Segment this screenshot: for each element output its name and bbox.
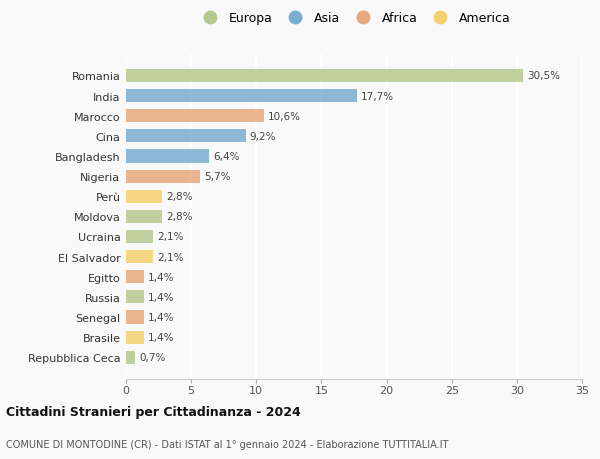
Text: Cittadini Stranieri per Cittadinanza - 2024: Cittadini Stranieri per Cittadinanza - 2… (6, 405, 301, 419)
Bar (126, 150, 209, 163)
Bar (126, 130, 246, 143)
Text: 6,4%: 6,4% (213, 151, 240, 162)
Text: 2,8%: 2,8% (166, 212, 193, 222)
Text: 17,7%: 17,7% (361, 91, 394, 101)
Text: 1,4%: 1,4% (148, 292, 175, 302)
Bar (126, 90, 356, 103)
Text: 10,6%: 10,6% (268, 112, 301, 122)
Bar (126, 190, 163, 203)
Bar (126, 251, 154, 263)
Legend: Europa, Asia, Africa, America: Europa, Asia, Africa, America (195, 10, 513, 28)
Text: 1,4%: 1,4% (148, 332, 175, 342)
Bar (126, 110, 264, 123)
Bar (126, 311, 144, 324)
Bar (126, 331, 144, 344)
Text: 30,5%: 30,5% (527, 71, 560, 81)
Text: 0,7%: 0,7% (139, 353, 166, 363)
Bar (126, 170, 200, 183)
Text: 1,4%: 1,4% (148, 312, 175, 322)
Text: 2,1%: 2,1% (157, 232, 184, 242)
Text: COMUNE DI MONTODINE (CR) - Dati ISTAT al 1° gennaio 2024 - Elaborazione TUTTITAL: COMUNE DI MONTODINE (CR) - Dati ISTAT al… (6, 440, 448, 449)
Bar (126, 271, 144, 284)
Bar (126, 351, 135, 364)
Text: 2,8%: 2,8% (166, 192, 193, 202)
Bar (126, 70, 523, 83)
Bar (126, 230, 154, 243)
Text: 5,7%: 5,7% (204, 172, 230, 182)
Bar (126, 291, 144, 304)
Text: 1,4%: 1,4% (148, 272, 175, 282)
Text: 2,1%: 2,1% (157, 252, 184, 262)
Text: 9,2%: 9,2% (250, 132, 276, 141)
Bar (126, 210, 163, 224)
